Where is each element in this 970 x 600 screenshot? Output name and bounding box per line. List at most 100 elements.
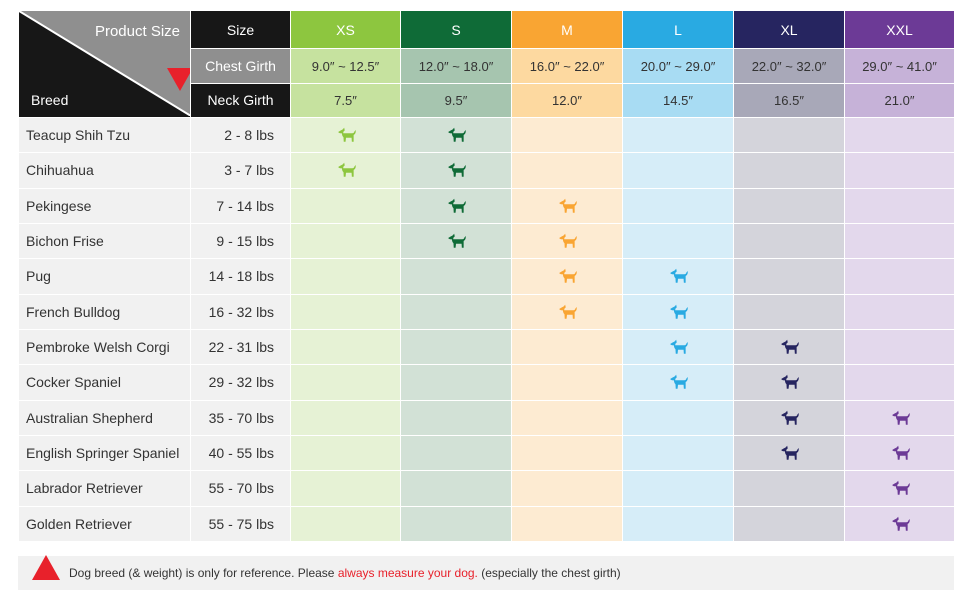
fit-cell-xxl <box>844 470 955 507</box>
breed-weight: 55 - 70 lbs <box>190 470 291 507</box>
fit-cell-xs <box>290 364 401 401</box>
fit-cell-s <box>400 505 512 543</box>
table-row: Pug 14 - 18 lbs <box>18 258 955 295</box>
neck-girth-xxl: 21.0″ <box>844 82 955 118</box>
fit-cell-s <box>400 434 512 472</box>
fit-cell-m <box>511 328 623 366</box>
chest-girth-xs: 9.0″ ~ 12.5″ <box>290 48 401 84</box>
size-row-label: Size <box>190 9 291 50</box>
neck-girth-xl: 16.5″ <box>733 82 845 118</box>
fit-cell-s <box>400 258 512 295</box>
fit-cell-xl <box>733 222 845 260</box>
fit-cell-m <box>511 222 623 260</box>
breed-name: French Bulldog <box>18 293 191 330</box>
fit-cell-xl <box>733 152 845 189</box>
table-row: Australian Shepherd 35 - 70 lbs <box>18 399 955 436</box>
fit-cell-xxl <box>844 293 955 330</box>
dog-icon <box>445 232 467 250</box>
fit-cell-l <box>622 258 734 295</box>
dog-icon <box>778 409 800 427</box>
fit-cell-m <box>511 470 623 507</box>
dog-icon <box>335 161 357 179</box>
chest-girth-m: 16.0″ ~ 22.0″ <box>511 48 623 84</box>
table-row: Bichon Frise 9 - 15 lbs <box>18 222 955 260</box>
breed-name: Pug <box>18 258 191 295</box>
chest-girth-l: 20.0″ ~ 29.0″ <box>622 48 734 84</box>
dog-icon <box>667 267 689 285</box>
size-header-l: L <box>622 9 734 50</box>
breed-name: Cocker Spaniel <box>18 364 191 401</box>
dog-icon <box>445 161 467 179</box>
footer-highlight: always measure your dog. <box>337 566 478 580</box>
table-row: English Springer Spaniel 40 - 55 lbs <box>18 434 955 472</box>
fit-cell-xs <box>290 187 401 224</box>
fit-cell-m <box>511 505 623 543</box>
fit-cell-l <box>622 399 734 436</box>
dog-icon <box>445 126 467 144</box>
footer-text-before: Dog breed (& weight) is only for referen… <box>69 566 338 580</box>
size-header-xs: XS <box>290 9 401 50</box>
table-row: Golden Retriever 55 - 75 lbs <box>18 505 955 543</box>
fit-cell-xs <box>290 328 401 366</box>
table-row: Pekingese 7 - 14 lbs <box>18 187 955 224</box>
fit-cell-xxl <box>844 364 955 401</box>
header-corner: Product Size Breed <box>18 10 191 118</box>
fit-cell-xxl <box>844 258 955 295</box>
fit-cell-l <box>622 470 734 507</box>
fit-cell-s <box>400 187 512 224</box>
fit-cell-xxl <box>844 222 955 260</box>
fit-cell-l <box>622 434 734 472</box>
fit-cell-xxl <box>844 328 955 366</box>
breed-name: Golden Retriever <box>18 505 191 543</box>
fit-cell-s <box>400 116 512 154</box>
dog-icon <box>889 409 911 427</box>
fit-cell-xxl <box>844 505 955 543</box>
fit-cell-m <box>511 258 623 295</box>
breed-name: English Springer Spaniel <box>18 434 191 472</box>
fit-cell-xl <box>733 399 845 436</box>
fit-cell-s <box>400 222 512 260</box>
fit-cell-m <box>511 293 623 330</box>
dog-icon <box>889 515 911 533</box>
breed-name: Bichon Frise <box>18 222 191 260</box>
fit-cell-xxl <box>844 187 955 224</box>
table-row: Teacup Shih Tzu 2 - 8 lbs <box>18 116 955 154</box>
dog-icon <box>556 197 578 215</box>
fit-cell-l <box>622 116 734 154</box>
dog-icon <box>778 444 800 462</box>
fit-cell-xxl <box>844 152 955 189</box>
fit-cell-xs <box>290 293 401 330</box>
fit-cell-m <box>511 434 623 472</box>
neck-girth-l: 14.5″ <box>622 82 734 118</box>
breed-weight: 3 - 7 lbs <box>190 152 291 189</box>
fit-cell-s <box>400 293 512 330</box>
breed-name: Australian Shepherd <box>18 399 191 436</box>
red-triangle-marker-icon <box>167 68 190 91</box>
fit-cell-xxl <box>844 434 955 472</box>
product-size-heading: Product Size <box>94 23 180 40</box>
fit-cell-xs <box>290 116 401 154</box>
dog-icon <box>778 338 800 356</box>
fit-cell-l <box>622 364 734 401</box>
breed-weight: 35 - 70 lbs <box>190 399 291 436</box>
breed-weight: 40 - 55 lbs <box>190 434 291 472</box>
fit-cell-s <box>400 399 512 436</box>
fit-cell-s <box>400 328 512 366</box>
fit-cell-m <box>511 364 623 401</box>
corner-diagonal-graphic <box>19 11 190 116</box>
chest-girth-s: 12.0″ ~ 18.0″ <box>400 48 512 84</box>
footer-text-after: (especially the chest girth) <box>477 566 621 580</box>
fit-cell-xl <box>733 364 845 401</box>
dog-icon <box>445 197 467 215</box>
breed-name: Labrador Retriever <box>18 470 191 507</box>
size-header-s: S <box>400 9 512 50</box>
neck-girth-xs: 7.5″ <box>290 82 401 118</box>
fit-cell-s <box>400 470 512 507</box>
fit-cell-m <box>511 116 623 154</box>
fit-cell-l <box>622 505 734 543</box>
breed-name: Pembroke Welsh Corgi <box>18 328 191 366</box>
fit-cell-xs <box>290 258 401 295</box>
size-header-m: M <box>511 9 623 50</box>
fit-cell-xs <box>290 399 401 436</box>
breed-weight: 2 - 8 lbs <box>190 116 291 154</box>
